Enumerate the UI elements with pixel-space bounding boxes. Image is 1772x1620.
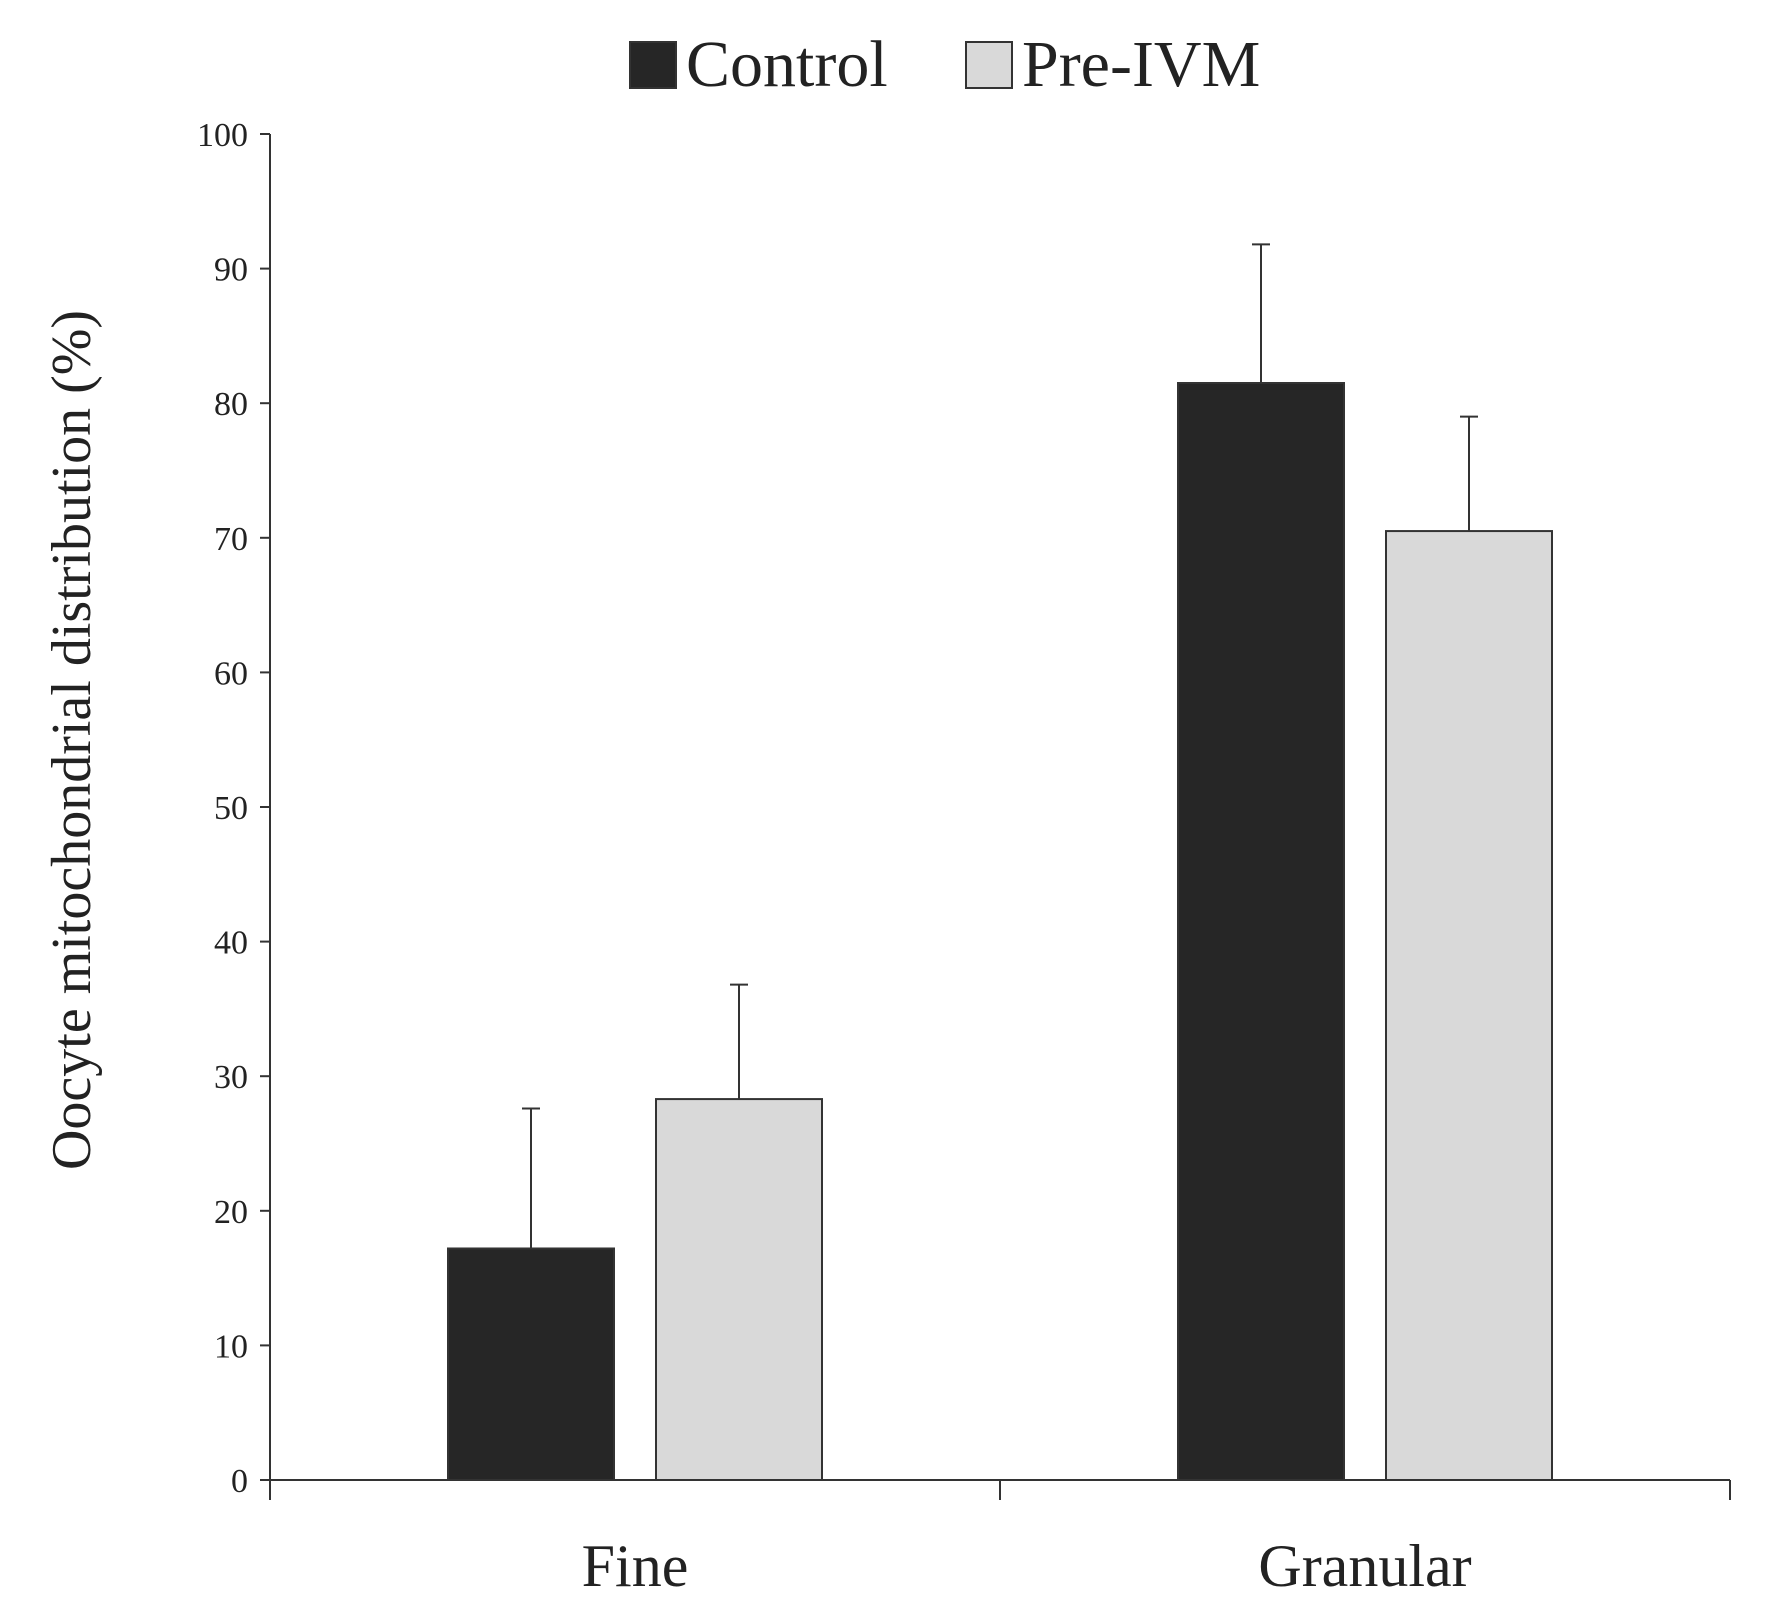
y-tick-label: 20 (214, 1194, 248, 1231)
legend-label-pre-ivm: Pre-IVM (1022, 28, 1260, 101)
legend-swatch-pre-ivm (965, 41, 1013, 89)
y-tick-label: 100 (197, 117, 248, 154)
y-tick-label: 60 (214, 655, 248, 692)
y-tick-label: 0 (231, 1463, 248, 1500)
y-tick-label: 80 (214, 386, 248, 423)
x-category-label: Fine (582, 1533, 689, 1599)
x-axis-ticks: Fine Granular (269, 1480, 1731, 1599)
error-bars (522, 243, 1478, 1249)
bar-control-granular (1177, 382, 1345, 1481)
bar-control-fine (447, 1247, 615, 1482)
y-tick-label: 70 (214, 521, 248, 558)
y-tick-label: 10 (214, 1328, 248, 1365)
y-axis-label: Oocyte mitochondrial distribution (%) (41, 310, 103, 1170)
y-axis-ticks: 0 10 20 30 40 50 60 70 80 90 100 (197, 117, 270, 1500)
legend-label-control: Control (686, 28, 888, 101)
legend: Control Pre-IVM (629, 28, 1260, 101)
y-tick-label: 30 (214, 1059, 248, 1096)
bars (447, 382, 1553, 1482)
bar-pre-ivm-fine (655, 1098, 823, 1482)
bar-pre-ivm-granular (1385, 530, 1553, 1481)
y-tick-label: 40 (214, 925, 248, 962)
legend-swatch-control (629, 41, 677, 89)
y-tick-label: 90 (214, 252, 248, 289)
x-category-label: Granular (1258, 1533, 1471, 1599)
y-tick-label: 50 (214, 790, 248, 827)
